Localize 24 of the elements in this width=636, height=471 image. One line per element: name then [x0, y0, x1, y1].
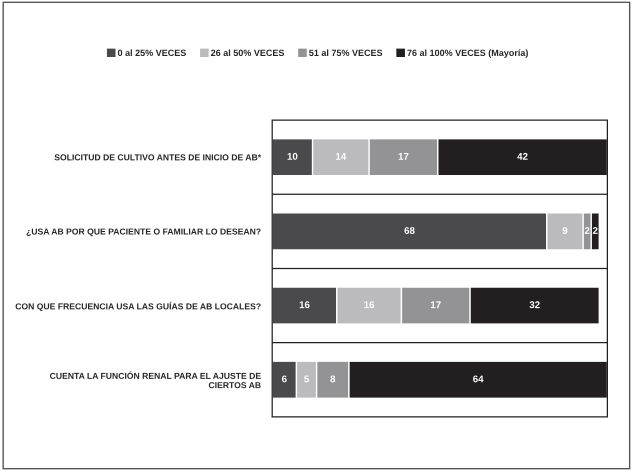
data-label: 2	[584, 227, 590, 234]
y-tick-label: SOLICITUD DE CULTIVO ANTES DE INICIO DE AB*	[54, 154, 262, 160]
data-label: 9	[562, 227, 568, 234]
data-label: 6	[282, 375, 287, 382]
y-tick-label: CUENTA LA FUNCIÓN RENAL PARA EL AJUSTE DE CIERTOS AB	[50, 371, 261, 388]
data-label: 17	[430, 301, 441, 308]
data-label: 42	[517, 152, 528, 160]
data-label: 8	[330, 375, 336, 382]
data-label: 16	[364, 301, 374, 308]
data-label: 64	[473, 375, 484, 382]
data-label: 5	[304, 376, 309, 382]
legend-label: 76 al 100% VECES (Mayoría)	[407, 49, 528, 58]
y-tick-label: CON QUE FRECUENCIA USA LAS GUÍAS DE AB LOCALES?	[16, 302, 261, 312]
data-label: 32	[530, 301, 540, 308]
data-label: 17	[398, 153, 408, 160]
data-label: 16	[300, 301, 310, 308]
data-label: 68	[404, 227, 415, 234]
data-label: 14	[336, 153, 346, 160]
legend-label: 51 al 75% VECES	[309, 49, 382, 56]
y-tick-label: ¿USA AB POR QUE PACIENTE O FAMILIAR LO DESEAN?	[26, 228, 261, 236]
data-label: 2	[592, 227, 598, 234]
legend-label: 26 al 50% VECES	[210, 49, 284, 56]
legend-label: 0 al 25% VECES	[118, 49, 186, 56]
data-label: 10	[288, 152, 298, 160]
